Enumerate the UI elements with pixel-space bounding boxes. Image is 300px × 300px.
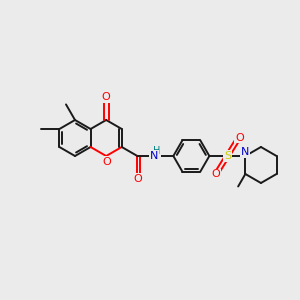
Text: O: O [103,157,112,167]
Text: N: N [241,147,250,157]
Text: O: O [235,133,244,142]
Text: H: H [153,146,160,156]
Text: O: O [102,92,111,102]
Text: O: O [133,174,142,184]
Text: S: S [224,151,231,161]
Text: O: O [211,169,220,179]
Text: N: N [150,151,158,161]
